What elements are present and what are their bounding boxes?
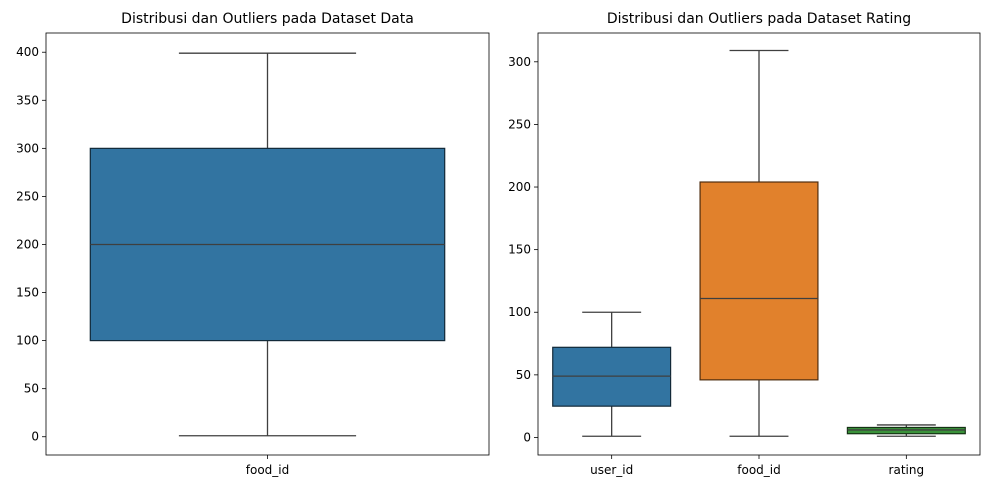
x-tick-label: food_id [737,463,780,477]
y-tick-label: 0 [31,430,39,444]
chart-panel-2: Distribusi dan Outliers pada Dataset Rat… [508,11,981,477]
y-tick-label: 50 [24,382,39,396]
y-tick-label: 300 [508,55,531,69]
box-body [699,181,819,381]
y-tick-label: 400 [16,45,39,59]
y-tick-label: 250 [508,117,531,131]
x-tick-label: user_id [590,463,633,477]
y-tick-label: 150 [16,286,39,300]
box-food_id [699,49,819,437]
y-tick-label: 250 [16,189,39,203]
box-food_id [89,52,446,437]
y-tick-label: 300 [16,141,39,155]
chart-title: Distribusi dan Outliers pada Dataset Rat… [607,11,911,27]
box-rating [846,424,966,437]
y-tick-label: 150 [508,243,531,257]
y-tick-label: 350 [16,93,39,107]
y-tick-label: 200 [508,180,531,194]
y-tick-label: 200 [16,237,39,251]
box-user_id [552,311,672,437]
y-tick-label: 50 [516,368,531,382]
y-tick-label: 100 [508,305,531,319]
chart-title: Distribusi dan Outliers pada Dataset Dat… [121,11,414,27]
x-tick-label: food_id [246,463,289,477]
chart-panel-1: Distribusi dan Outliers pada Dataset Dat… [16,11,490,477]
x-tick-label: rating [889,463,925,477]
y-tick-label: 0 [523,430,531,444]
y-tick-label: 100 [16,334,39,348]
